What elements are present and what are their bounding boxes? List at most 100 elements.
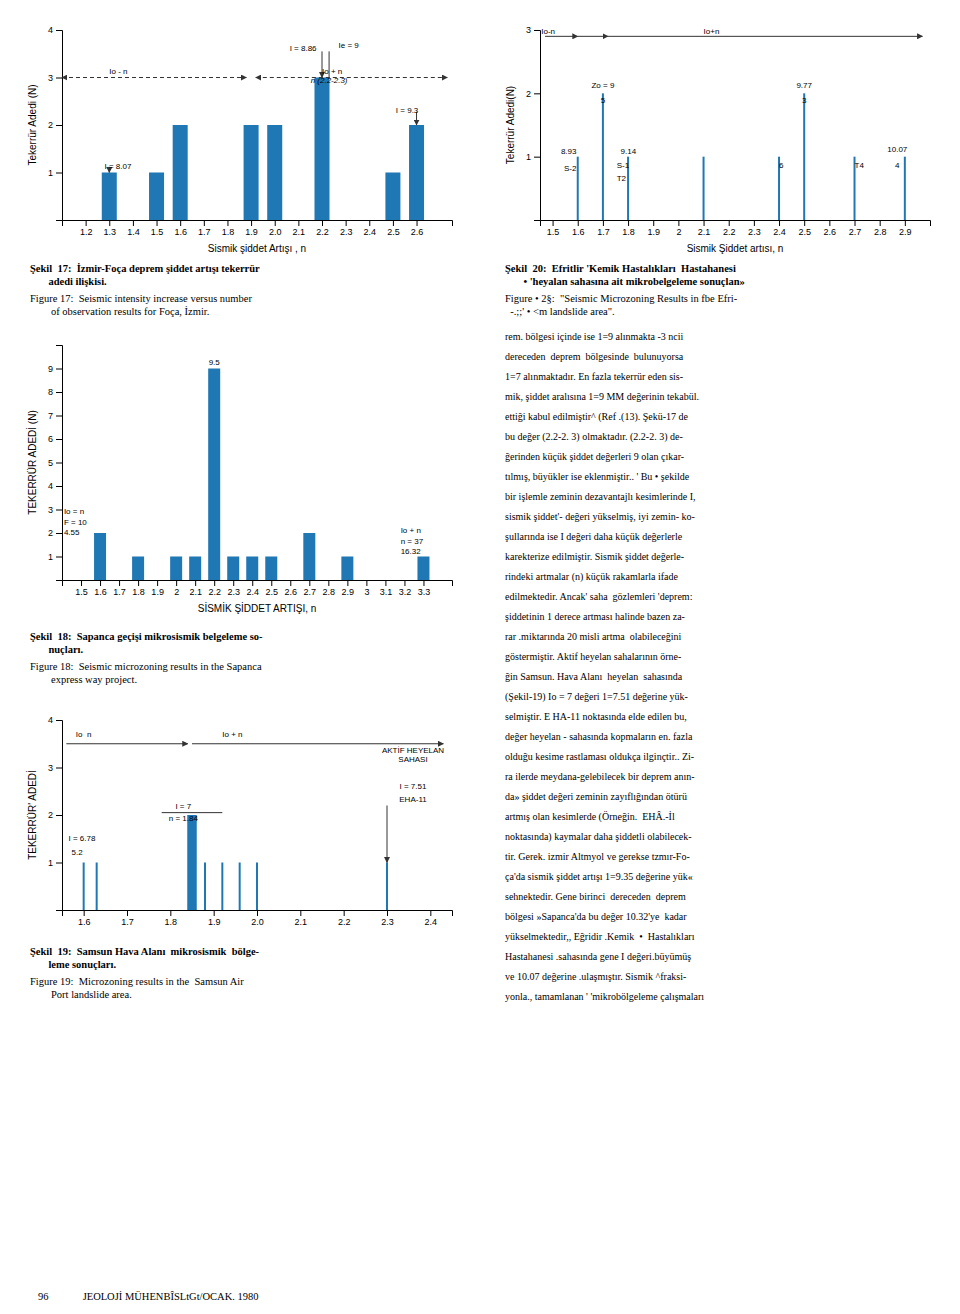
text-line: I = 9.3 xyxy=(396,106,419,115)
x-tick-mark xyxy=(275,220,276,226)
text-line: Şekil 17: İzmir-Foça deprem şiddet artış… xyxy=(30,263,260,274)
caption-en: Figure 19: Microzoning results in the Sa… xyxy=(30,976,244,1000)
body-text: rem. bölgesi içinde ise 1=9 alınmakta -3… xyxy=(505,331,704,1002)
text-line: S-1 xyxy=(617,161,630,170)
caption-en: Figure 17: Seismic intensity increase ve… xyxy=(30,293,252,317)
x-tick-mark xyxy=(346,220,347,226)
x-axis-line xyxy=(541,221,931,227)
annotation: Io + n xyxy=(322,67,342,76)
annotations: I = 6.785.2I = 7n = 1.84Io nIo + nAKTİF … xyxy=(66,730,444,863)
text-line: of observation results for Foça, İzmir. xyxy=(30,306,209,317)
x-tick-mark xyxy=(628,220,629,226)
y-tick-mark xyxy=(56,533,62,534)
x-tick-label: 2.9 xyxy=(899,227,912,237)
y-tick-mark xyxy=(56,78,62,79)
annotation: n = 1.84 xyxy=(169,814,199,823)
x-tick-mark xyxy=(233,580,234,586)
annotation-arrow xyxy=(578,36,608,37)
x-tick: 2.5 xyxy=(798,220,811,237)
stem xyxy=(577,157,579,220)
y-axis-title: TEKERRÜR' ADEDİ xyxy=(26,770,38,860)
annotation: I = 6.78 xyxy=(69,834,96,843)
bar xyxy=(75,580,87,581)
bar xyxy=(113,580,125,581)
x-tick: 2.8 xyxy=(323,580,336,597)
x-tick: 1.6 xyxy=(174,220,187,237)
x-tick: 2.4 xyxy=(773,220,786,237)
x-tick: 2.2 xyxy=(723,220,736,237)
x-tick-label: 2.3 xyxy=(748,227,761,237)
caption-en: Figure 18: Seismic microzoning results i… xyxy=(30,661,262,685)
annotations: 9.5Io = nF = 104.55Io + nn = 3716.32 xyxy=(64,358,424,556)
annotation: I = 9.3 xyxy=(396,106,419,115)
stem xyxy=(904,157,906,220)
y-tick-label: 1 xyxy=(48,552,53,562)
x-tick-label: 2.0 xyxy=(251,917,264,927)
x-tick: 2.8 xyxy=(874,220,887,237)
y-tick-mark xyxy=(56,768,62,769)
text-line: n = 37 xyxy=(401,537,424,546)
bar xyxy=(78,220,93,221)
x-tick: 1.8 xyxy=(222,220,235,237)
text-line: • 'heyalan sahasına ait mikrobelgeleme s… xyxy=(505,276,745,287)
x-tick-label: 3 xyxy=(364,587,369,597)
text-line: 5 xyxy=(601,96,606,105)
text-line: EHA-11 xyxy=(399,795,427,804)
body-text-line: tılmış, büyükler ise eklenmiştir.. ' Bu … xyxy=(505,471,690,482)
stem xyxy=(96,863,98,911)
x-tick-mark xyxy=(880,220,881,226)
caption-tr: Şekil 20: Efritlir 'Kemik Hastalıkları H… xyxy=(505,263,745,287)
x-tick-mark xyxy=(157,220,158,226)
bar xyxy=(417,557,429,581)
caption: Şekil 17: İzmir-Foça deprem şiddet artış… xyxy=(30,263,260,317)
bar xyxy=(125,220,140,221)
text-line: F = 10 xyxy=(64,518,87,527)
body-text-line: karekterize edilmiştir. Sismik şiddet de… xyxy=(505,551,684,562)
x-tick-mark xyxy=(138,580,139,586)
x-tick-mark xyxy=(653,220,654,226)
x-tick-mark xyxy=(829,220,830,226)
x-tick: 1.7 xyxy=(198,220,211,237)
y-tick: 5 xyxy=(48,458,62,468)
x-tick: 1.9 xyxy=(151,580,164,597)
y-tick-label: 3 xyxy=(48,763,53,773)
y-tick-mark xyxy=(534,157,540,158)
annotation: I = 7 xyxy=(175,802,191,811)
x-tick-mark xyxy=(81,580,82,586)
annotation: 4.55 xyxy=(64,528,80,537)
y-tick: 2 xyxy=(48,810,62,820)
x-tick-mark xyxy=(779,220,780,226)
y-axis: 1234 xyxy=(48,715,63,910)
y-tick: 1 xyxy=(48,168,62,178)
text-line: I = 7 xyxy=(175,802,191,811)
annotation: Io + n xyxy=(222,730,242,739)
y-axis-title: Tekerrür Adedi (N) xyxy=(27,84,38,165)
y-tick: 7 xyxy=(48,411,62,421)
x-tick-mark xyxy=(754,220,755,226)
x-tick: 2.9 xyxy=(899,220,912,237)
text-line: S-2 xyxy=(564,164,577,173)
stem xyxy=(83,863,85,911)
body-text-line: (Şekil-19) Io = 7 değeri 1=7.51 değerine… xyxy=(505,691,688,703)
y-tick-mark xyxy=(56,557,62,558)
x-tick-label: 1.6 xyxy=(78,917,91,927)
y-tick-mark xyxy=(56,486,62,487)
body-text-line: ra ilerde meydana-gelebilecek bir deprem… xyxy=(505,771,695,782)
x-tick-label: 1.4 xyxy=(127,227,140,237)
y-tick-mark xyxy=(56,392,62,393)
body-text-line: ça'da sismik şiddet artışı 1=9.35 değeri… xyxy=(505,871,693,882)
y-tick-mark xyxy=(56,720,62,721)
text-line: I = 8.07 xyxy=(105,162,132,171)
x-axis-line xyxy=(63,911,453,917)
x-tick: 2 xyxy=(676,220,681,237)
x-tick-mark xyxy=(119,580,120,586)
text-line: n = 1.84 xyxy=(169,814,199,823)
y-tick-mark xyxy=(56,369,62,370)
x-tick: 2.9 xyxy=(342,580,355,597)
bar xyxy=(315,78,330,221)
x-tick-label: 2.8 xyxy=(874,227,887,237)
x-tick-mark xyxy=(553,220,554,226)
text-line: 4.55 xyxy=(64,528,80,537)
annotation: 3 xyxy=(802,96,807,105)
x-tick-mark xyxy=(271,580,272,586)
